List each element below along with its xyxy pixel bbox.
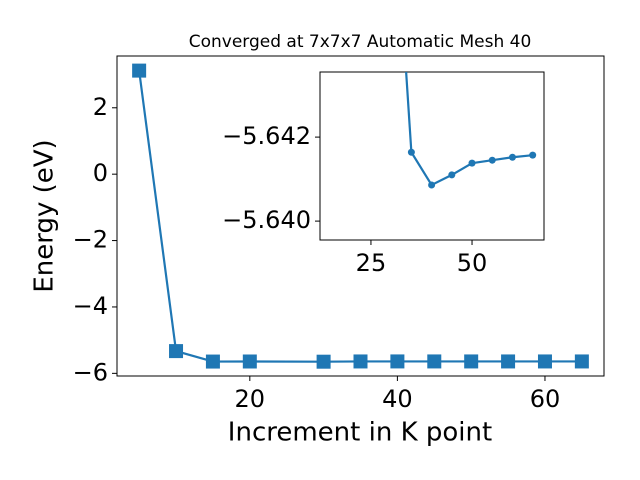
y-tick-label: 2 [93,93,108,121]
y-tick-label: −6 [73,358,108,386]
y-axis-label: Energy (eV) [30,139,60,292]
series [132,63,589,369]
marker [427,354,442,369]
x-tick-label: 40 [382,385,413,413]
y-tick-label: −4 [73,292,108,320]
marker [390,354,405,369]
marker [205,354,220,369]
plot-area [319,71,545,241]
marker [529,151,537,159]
series [405,72,537,189]
marker [468,159,476,167]
marker [428,181,436,189]
marker [501,354,516,369]
x-tick-label: 60 [530,385,561,413]
y-tick-label: −5.640 [222,206,311,234]
x-tick-label: 25 [356,249,387,277]
marker [407,148,415,156]
marker [448,171,456,179]
marker [132,63,147,78]
marker [464,354,479,369]
marker [508,153,516,161]
marker [353,354,368,369]
y-tick-label: −2 [73,226,108,254]
y-tick-label: −5.642 [222,122,311,150]
x-tick-label: 20 [235,385,266,413]
marker [574,354,589,369]
marker [169,344,184,359]
y-tick-label: 0 [93,159,108,187]
marker [488,156,496,164]
marker [242,354,257,369]
x-tick-label: 50 [457,249,488,277]
x-axis-label: Increment in K point [228,418,492,448]
marker [316,354,331,369]
chart-title: Converged at 7x7x7 Automatic Mesh 40 [189,32,532,52]
marker [537,354,552,369]
